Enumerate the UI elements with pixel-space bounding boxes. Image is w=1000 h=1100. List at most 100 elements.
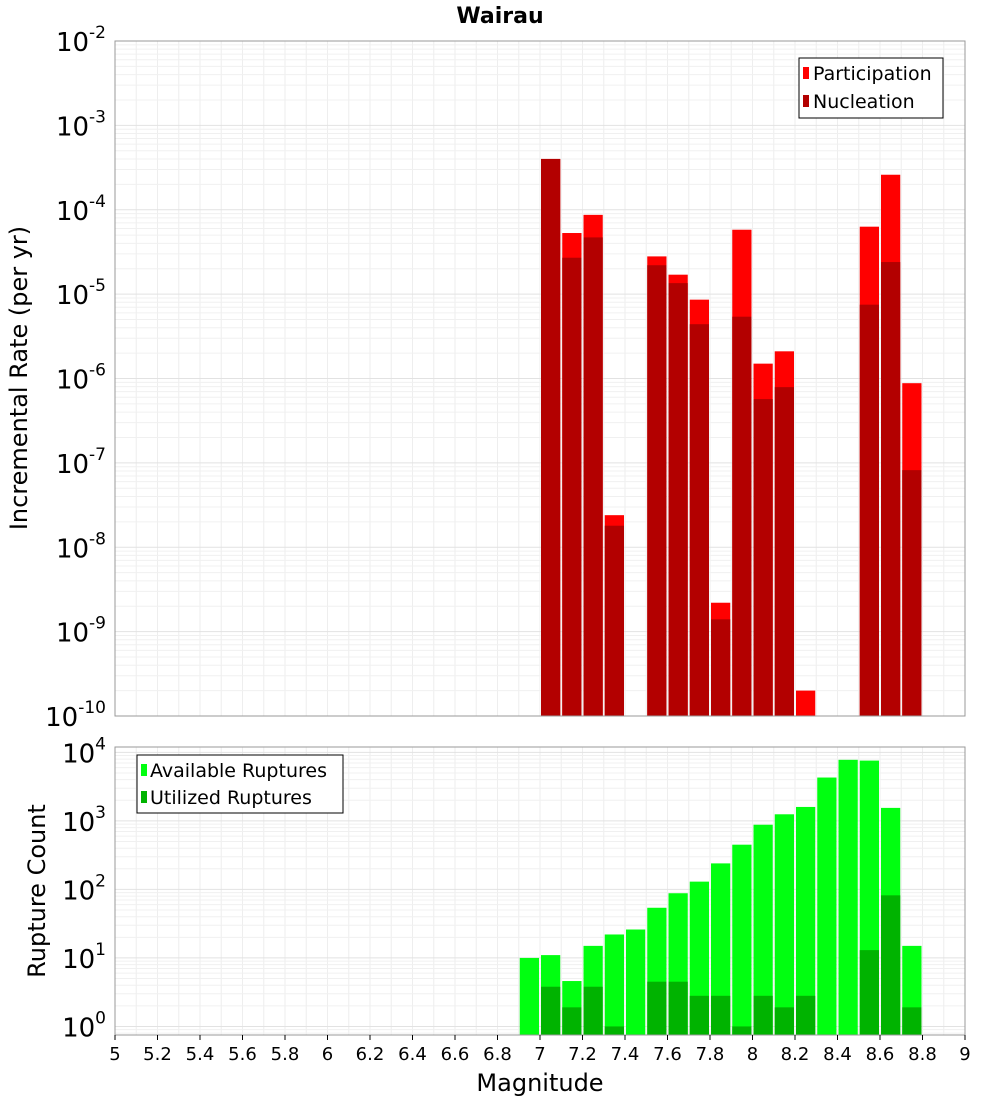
count-bar-available-ruptures: [753, 824, 773, 1035]
legend-participation: Participation: [813, 63, 932, 85]
x-tick-label: 5.4: [186, 1044, 215, 1065]
count-bar-available-ruptures: [732, 844, 752, 1035]
x-tick-label: 8.4: [823, 1044, 852, 1065]
count-bar-utilized-ruptures: [604, 1026, 624, 1035]
rate-y-axis-label: Incremental Rate (per yr): [5, 226, 33, 530]
count-bar-available-ruptures: [817, 777, 837, 1035]
available-swatch: [141, 764, 147, 776]
rate-y-ticks: 10-2 10-3 10-4 10-5 10-6 10-7 10-8 10-9 10-10: [45, 23, 106, 733]
x-tick-label: 6.6: [441, 1044, 470, 1065]
rate-bar-nucleation: [689, 324, 709, 716]
x-axis-label: Magnitude: [476, 1069, 603, 1097]
count-bar-available-ruptures: [774, 814, 794, 1035]
count-bar-utilized-ruptures: [859, 950, 879, 1035]
rate-bar-nucleation: [562, 257, 582, 716]
rate-bar-nucleation: [774, 387, 794, 716]
rate-bar-nucleation: [604, 525, 624, 716]
rate-panel: Wairau 10-210-310-410-510-610-710-810-91…: [5, 4, 966, 733]
x-tick-label: 7.6: [653, 1044, 682, 1065]
count-bar-available-ruptures: [796, 806, 816, 1035]
rate-y-tick-label: 10-8: [56, 529, 106, 564]
x-tick-label: 5.2: [143, 1044, 172, 1065]
count-bar-utilized-ruptures: [796, 995, 816, 1035]
rate-y-tick-label: 10-5: [56, 276, 106, 311]
count-bar-utilized-ruptures: [541, 986, 561, 1035]
x-tick-label: 8: [747, 1044, 758, 1065]
count-bar-utilized-ruptures: [774, 1007, 794, 1035]
count-bar-available-ruptures: [711, 863, 731, 1035]
x-tick-label: 9: [959, 1044, 970, 1065]
count-bar-utilized-ruptures: [902, 1007, 922, 1035]
rate-y-tick-label: 10-7: [56, 445, 106, 480]
rate-bar-nucleation: [902, 470, 922, 716]
x-tick-label: 6.2: [356, 1044, 385, 1065]
rate-grid: [114, 40, 966, 717]
count-bar-utilized-ruptures: [881, 895, 901, 1035]
count-bar-utilized-ruptures: [711, 995, 731, 1035]
rate-bar-nucleation: [647, 265, 667, 716]
chart-title: Wairau: [456, 4, 543, 29]
rate-legend: Participation Nucleation: [798, 57, 944, 119]
rate-y-tick-label: 10-3: [56, 107, 106, 142]
count-bar-available-ruptures: [519, 957, 539, 1035]
count-y-tick-label: 102: [62, 871, 106, 906]
count-bars: [519, 759, 922, 1035]
utilized-swatch: [141, 791, 147, 803]
x-tick-label: 5.8: [271, 1044, 300, 1065]
x-tick-label: 7.4: [611, 1044, 640, 1065]
count-y-axis-label: Rupture Count: [23, 804, 51, 978]
count-y-tick-label: 101: [62, 940, 106, 975]
rate-bar-nucleation: [541, 158, 561, 717]
rate-bar-nucleation: [732, 316, 752, 716]
count-bar-utilized-ruptures: [647, 981, 667, 1035]
count-y-tick-label: 104: [62, 734, 106, 769]
x-tick-label: 8.6: [866, 1044, 895, 1065]
x-tick-label: 5: [109, 1044, 120, 1065]
participation-swatch: [803, 67, 809, 79]
count-legend-box: [136, 754, 344, 814]
rate-legend-box: [798, 57, 944, 119]
legend-utilized: Utilized Ruptures: [150, 787, 312, 809]
x-tick-label: 6: [322, 1044, 333, 1065]
rate-bar-nucleation: [881, 262, 901, 716]
count-bar-utilized-ruptures: [732, 1026, 752, 1035]
rate-bar-nucleation: [711, 619, 731, 716]
rate-y-tick-label: 10-4: [56, 192, 106, 227]
rate-bar-nucleation: [668, 283, 688, 716]
count-bar-utilized-ruptures: [753, 995, 773, 1035]
x-tick-label: 7: [534, 1044, 545, 1065]
x-tick-label: 5.6: [228, 1044, 257, 1065]
x-tick-label: 6.8: [483, 1044, 512, 1065]
rate-plot-border: [114, 40, 966, 717]
count-bar-utilized-ruptures: [689, 995, 709, 1035]
count-x-ticks: 5 5.2 5.4 5.6 5.8 6 6.2 6.4 6.6 6.8 7 7.2 7.4 7.6 7.8 8…: [109, 1035, 971, 1065]
x-tick-label: 8.2: [781, 1044, 810, 1065]
nucleation-swatch: [803, 95, 809, 107]
legend-available: Available Ruptures: [150, 760, 327, 782]
count-bar-utilized-ruptures: [668, 981, 688, 1035]
rate-bar-nucleation: [859, 304, 879, 716]
rate-bar-nucleation: [753, 399, 773, 716]
rate-bar-participation: [796, 690, 816, 716]
rate-y-tick-label: 10-6: [56, 361, 106, 396]
x-tick-label: 8.8: [908, 1044, 937, 1065]
count-panel: 104 103 102 101 100 5 5.2 5.4 5.6 5.8 6 6.2 6.4 6.6 6…: [23, 734, 971, 1097]
rate-bars: [541, 158, 922, 717]
rate-bar-nucleation: [583, 237, 603, 716]
rate-y-tick-label: 10-10: [45, 698, 106, 733]
count-bar-utilized-ruptures: [583, 986, 603, 1035]
rate-y-tick-label: 10-9: [56, 614, 106, 649]
count-y-ticks: 104 103 102 101 100: [62, 734, 106, 1043]
count-bar-available-ruptures: [838, 759, 858, 1035]
count-bar-available-ruptures: [626, 929, 646, 1035]
count-y-tick-label: 100: [62, 1008, 106, 1043]
x-tick-label: 7.2: [568, 1044, 597, 1065]
x-tick-label: 6.4: [398, 1044, 427, 1065]
x-tick-label: 7.8: [696, 1044, 725, 1065]
legend-nucleation: Nucleation: [813, 91, 915, 113]
count-bar-available-ruptures: [604, 934, 624, 1035]
count-bar-utilized-ruptures: [562, 1007, 582, 1035]
rate-y-tick-label: 10-2: [56, 23, 106, 58]
count-y-tick-label: 103: [62, 803, 106, 838]
